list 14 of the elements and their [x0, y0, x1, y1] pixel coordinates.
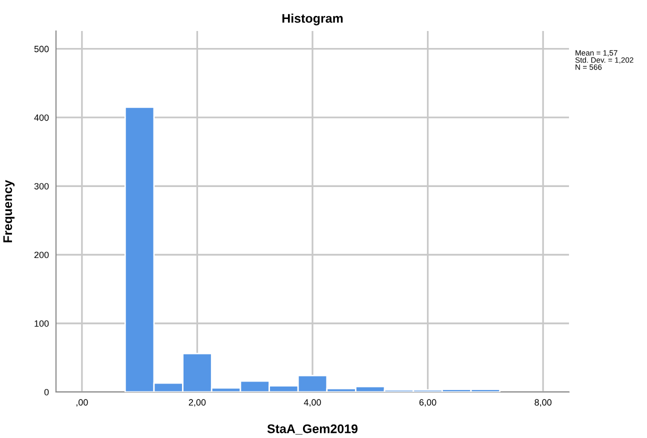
x-tick-label: 2,00	[188, 399, 206, 407]
y-tick-label: 400	[34, 114, 49, 121]
x-tick-label: ,00	[76, 399, 88, 407]
y-tick-label: 300	[34, 183, 49, 190]
x-tick-label: 6,00	[419, 399, 436, 407]
y-tick-label: 500	[34, 46, 49, 52]
y-tick-label: 200	[34, 252, 49, 258]
x-tick-label: 4,00	[304, 399, 321, 407]
y-tick-label: 0	[44, 388, 49, 396]
y-tick-label: 100	[34, 320, 49, 327]
y-axis-title: Frequency	[3, 180, 15, 242]
x-tick-label: 8,00	[534, 399, 552, 407]
x-axis-title: StaA_Gem2019	[267, 424, 358, 435]
chart-title: Histogram	[282, 14, 343, 26]
